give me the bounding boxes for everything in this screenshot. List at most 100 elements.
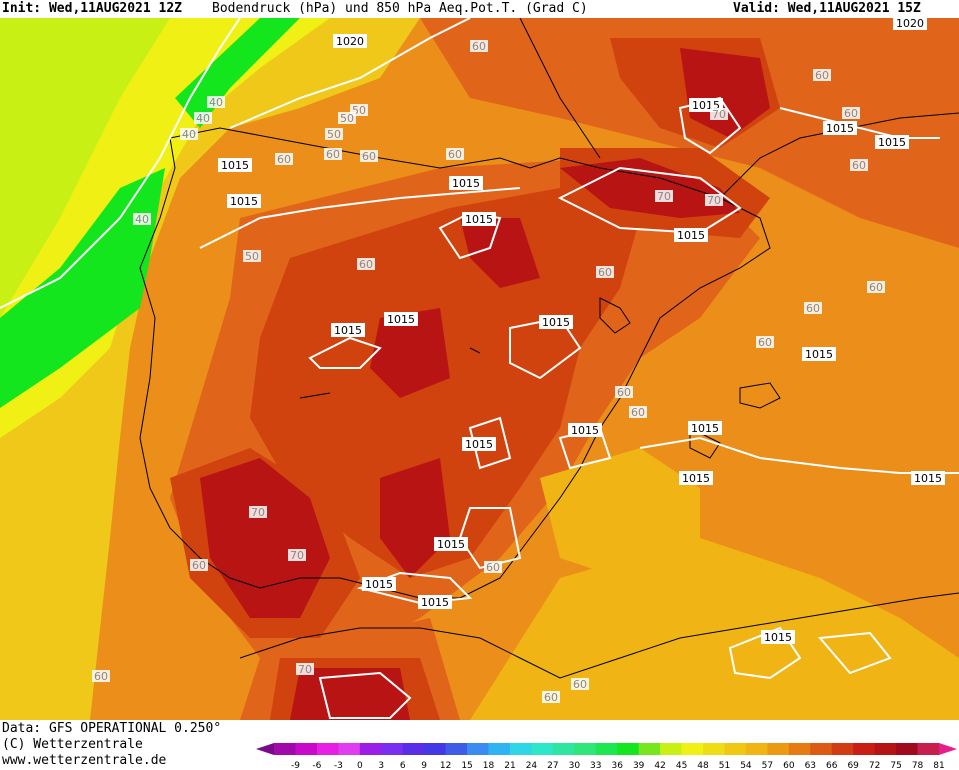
chart-header: Init: Wed,11AUG2021 12Z Bodendruck (hPa)… xyxy=(0,0,959,18)
legend-swatch xyxy=(874,743,897,755)
theta-core-pyrenees xyxy=(560,158,740,218)
theta-label: 60 xyxy=(190,559,208,572)
legend-tick-label: 57 xyxy=(762,761,773,770)
copyright-text: (C) Wetterzentrale xyxy=(2,737,143,752)
isobar-label-text: 1015 xyxy=(230,195,258,208)
isobar-1015-mediterranean xyxy=(639,436,959,474)
legend-tick-label: -9 xyxy=(291,761,300,770)
isobar-label-text: 1015 xyxy=(365,578,393,591)
theta-labels: 60 40 40 40 40 50 50 50 60 60 60 60 70 7… xyxy=(92,40,885,704)
legend-tick-label: 60 xyxy=(783,761,795,770)
legend-swatch xyxy=(660,743,683,755)
legend-tick-label: 15 xyxy=(461,761,472,770)
isobar-label-text: 1015 xyxy=(221,159,249,172)
isobar-label: 1015 xyxy=(449,176,483,190)
legend-arrow-high xyxy=(939,743,957,755)
theta-label-text: 40 xyxy=(135,213,149,226)
legend-swatch xyxy=(810,743,833,755)
theta-core-southwest xyxy=(200,458,330,618)
theta-label-text: 70 xyxy=(707,194,721,207)
legend-swatch xyxy=(574,743,597,755)
legend-tick-label: 69 xyxy=(847,761,859,770)
theta-label: 70 xyxy=(249,506,267,519)
isobar-label: 1015 xyxy=(218,158,252,172)
website-text: www.wetterzentrale.de xyxy=(2,753,167,768)
theta-label-text: 70 xyxy=(712,108,726,121)
legend-swatch xyxy=(917,743,940,755)
legend-tick-label: -3 xyxy=(334,761,343,770)
theta-label: 60 xyxy=(867,281,885,294)
theta-label-text: 60 xyxy=(277,153,291,166)
theta-label: 60 xyxy=(357,258,375,271)
legend-swatch xyxy=(424,743,447,755)
theta-label-text: 40 xyxy=(209,96,223,109)
legend-swatch xyxy=(381,743,404,755)
isobar-label: 1015 xyxy=(462,212,496,226)
isobar-1015-north xyxy=(199,187,521,249)
legend-arrow-low xyxy=(256,743,274,755)
theta-label: 60 xyxy=(813,69,831,82)
theta-label: 60 xyxy=(842,107,860,120)
theta-label-text: 60 xyxy=(544,691,558,704)
legend-swatch xyxy=(338,743,361,755)
theta-label-text: 60 xyxy=(617,386,631,399)
isobar-label-text: 1015 xyxy=(805,348,833,361)
isobar-1015-andalusia xyxy=(356,571,473,605)
isobar-label-text: 1020 xyxy=(336,35,364,48)
theta-label: 70 xyxy=(705,194,723,207)
theta-label-text: 60 xyxy=(472,40,486,53)
theta-label-text: 50 xyxy=(327,128,341,141)
legend-swatch xyxy=(788,743,811,755)
legend-swatch xyxy=(531,743,554,755)
isobar-label: 1015 xyxy=(802,347,836,361)
theta-label-text: 60 xyxy=(448,148,462,161)
legend-tick-label: 24 xyxy=(526,761,538,770)
legend-swatch xyxy=(595,743,618,755)
theta-label-text: 40 xyxy=(196,112,210,125)
data-source-text: Data: GFS OPERATIONAL 0.250° xyxy=(2,721,222,736)
isobar-label-text: 1015 xyxy=(691,422,719,435)
theta-label-text: 60 xyxy=(815,69,829,82)
legend-swatch xyxy=(767,743,790,755)
isobar-label-text: 1015 xyxy=(334,324,362,337)
isobar-label-text: 1015 xyxy=(571,424,599,437)
theta-label-text: 60 xyxy=(94,670,108,683)
isobar-label-text: 1015 xyxy=(542,316,570,329)
theta-label-text: 60 xyxy=(758,336,772,349)
theta-label-text: 60 xyxy=(359,258,373,271)
theta-label: 60 xyxy=(470,40,488,53)
isobar-label: 1015 xyxy=(384,312,418,326)
legend-tick-label: 21 xyxy=(504,761,515,770)
legend-tick-label: -6 xyxy=(312,761,321,770)
isobar-1015-central-west xyxy=(308,336,382,369)
theta-core-south xyxy=(380,458,450,578)
theta-label: 60 xyxy=(850,159,868,172)
theta-label-text: 60 xyxy=(598,266,612,279)
legend-tick-label: 78 xyxy=(912,761,924,770)
legend-swatch xyxy=(402,743,425,755)
coastline-islands xyxy=(299,297,781,459)
isobar-label: 1020 xyxy=(893,18,927,30)
isobar-label-text: 1015 xyxy=(421,596,449,609)
legend-tick-label: 39 xyxy=(633,761,645,770)
legend-swatch xyxy=(359,743,382,755)
theta-label-text: 60 xyxy=(806,302,820,315)
theta-label: 60 xyxy=(571,678,589,691)
theta-label: 40 xyxy=(180,128,198,141)
legend-tick-label: 3 xyxy=(378,761,384,770)
theta-label: 40 xyxy=(133,213,151,226)
theta-label: 60 xyxy=(629,406,647,419)
isobar-label: 1015 xyxy=(674,228,708,242)
legend-tick-label: 6 xyxy=(400,761,406,770)
isobar-label-text: 1015 xyxy=(682,472,710,485)
legend-tick-label: 72 xyxy=(869,761,880,770)
theta-label-text: 50 xyxy=(245,250,259,263)
theta-label: 70 xyxy=(655,190,673,203)
theta-label-text: 40 xyxy=(182,128,196,141)
theta-label: 50 xyxy=(243,250,261,263)
legend-swatch xyxy=(316,743,339,755)
theta-band-coldest xyxy=(0,18,170,318)
isobar-1015-algeria-east xyxy=(817,631,892,675)
legend-swatch xyxy=(509,743,532,755)
legend-tick-label: 27 xyxy=(547,761,558,770)
